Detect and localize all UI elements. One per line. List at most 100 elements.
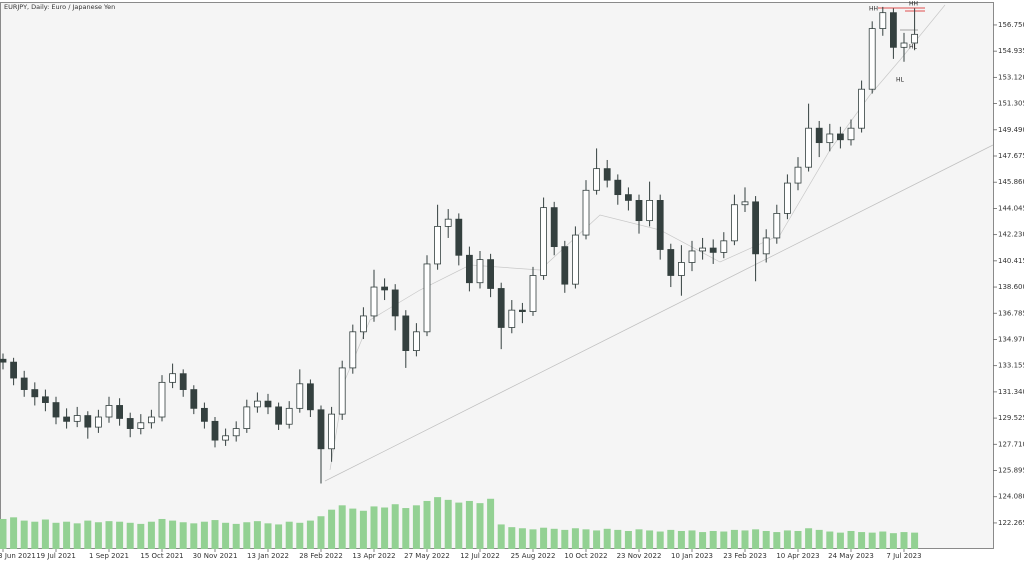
- y-tick-label: 142.230: [998, 231, 1024, 239]
- candle-body: [497, 288, 505, 328]
- volume-bar: [805, 528, 813, 549]
- volume-bar: [232, 523, 240, 549]
- candle-body: [179, 373, 187, 390]
- x-tick-label: 7 Jul 2023: [886, 552, 921, 560]
- y-tick-label: 134.970: [998, 335, 1024, 343]
- candle-body: [20, 377, 28, 390]
- candle-body: [911, 33, 918, 44]
- volume-bar: [116, 521, 124, 549]
- volume-bar: [264, 523, 272, 549]
- volume-bar: [699, 532, 707, 549]
- volume-bar: [571, 528, 579, 549]
- candle-body: [402, 315, 410, 351]
- volume-bar: [423, 500, 431, 549]
- candle-body: [434, 225, 442, 265]
- candle-body: [858, 88, 865, 129]
- volume-bar: [656, 531, 664, 549]
- candle-body: [126, 418, 134, 429]
- candle-body: [784, 182, 791, 214]
- volume-bar: [635, 529, 643, 549]
- candle-body: [847, 127, 855, 141]
- candle-body: [540, 207, 547, 276]
- trendline: [324, 144, 994, 482]
- candle-body: [381, 286, 389, 291]
- candle-body: [264, 400, 272, 408]
- x-tick-label: 23 Nov 2022: [617, 552, 662, 560]
- candle-body: [625, 194, 632, 201]
- volume-bar: [434, 497, 442, 549]
- candle-body: [338, 367, 346, 415]
- candle-body: [741, 201, 749, 206]
- volume-bar: [529, 529, 537, 549]
- candle-body: [412, 331, 420, 351]
- candle-body: [487, 259, 495, 289]
- volume-bar: [540, 527, 548, 549]
- volume-bar: [582, 529, 590, 549]
- candle-body: [678, 262, 685, 276]
- candle-body: [582, 189, 590, 236]
- candle-body: [709, 247, 717, 253]
- annotation: HL: [909, 44, 918, 51]
- volume-bar: [20, 520, 28, 549]
- candle-body: [614, 179, 622, 196]
- x-tick-label: 25 Aug 2022: [511, 552, 556, 560]
- volume-bar: [900, 532, 908, 549]
- candle-body: [158, 381, 166, 418]
- candle-body: [444, 218, 452, 227]
- volume-bar: [200, 521, 208, 549]
- volume-bar: [603, 528, 611, 549]
- y-tick-label: 156.750: [998, 21, 1024, 29]
- candle-body: [285, 407, 293, 425]
- annotation: HH: [909, 1, 918, 8]
- x-tick-label: 30 Nov 2021: [193, 552, 238, 560]
- volume-bar: [826, 531, 834, 549]
- x-tick-label: 12 Jul 2022: [460, 552, 500, 560]
- volume-bar: [73, 523, 81, 549]
- candle-body: [656, 200, 664, 250]
- candle-body: [519, 309, 526, 312]
- volume-bar: [815, 529, 823, 549]
- y-tick-label: 145.860: [998, 178, 1024, 186]
- y-tick-label: 124.080: [998, 493, 1024, 501]
- volume-bar: [349, 508, 357, 549]
- volume-bar: [762, 530, 770, 549]
- volume-bar: [222, 522, 230, 549]
- x-tick-label: 28 Feb 2022: [299, 552, 343, 560]
- y-tick-label: 129.525: [998, 414, 1024, 422]
- candle-body: [667, 249, 675, 276]
- candle-body: [720, 240, 728, 253]
- volume-bar: [243, 522, 251, 549]
- x-tick-label: 13 Jan 2022: [247, 552, 289, 560]
- volume-bar: [296, 522, 304, 549]
- y-tick-label: 138.600: [998, 283, 1024, 291]
- candle-body: [10, 361, 18, 379]
- volume-bar: [508, 527, 516, 549]
- volume-bar: [550, 528, 558, 549]
- candle-body: [243, 406, 251, 429]
- candle-body: [328, 413, 336, 450]
- candle-body: [137, 422, 145, 429]
- y-tick-label: 144.045: [998, 204, 1024, 212]
- volume-bar: [741, 530, 749, 549]
- volume-bar: [338, 505, 346, 549]
- x-tick-label: 13 Apr 2022: [352, 552, 395, 560]
- annotation: HH: [869, 6, 878, 13]
- plot-area: [0, 2, 994, 549]
- candle-body: [349, 331, 357, 369]
- candle-body: [508, 309, 516, 328]
- volume-bar: [720, 531, 728, 549]
- volume-bar: [476, 503, 484, 549]
- candle-body: [572, 234, 579, 285]
- volume-bar: [561, 529, 569, 549]
- candle-body: [529, 275, 537, 312]
- candle-body: [222, 435, 230, 441]
- volume-bar: [0, 518, 7, 549]
- candle-body: [31, 389, 39, 398]
- y-tick-label: 125.895: [998, 467, 1024, 475]
- candle-body: [805, 127, 812, 168]
- candle-body: [359, 315, 367, 333]
- volume-bar: [158, 518, 166, 549]
- volume-bar: [847, 530, 855, 549]
- y-tick-label: 136.785: [998, 309, 1024, 317]
- volume-bar: [730, 529, 738, 549]
